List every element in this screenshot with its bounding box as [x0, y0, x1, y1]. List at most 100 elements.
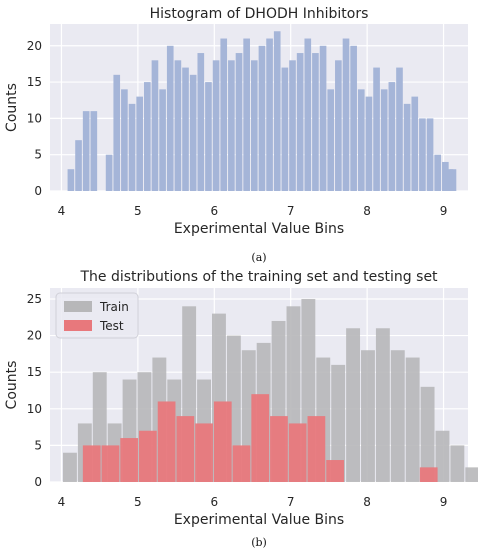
y-axis-label: Counts — [4, 361, 20, 410]
test-bar — [270, 416, 288, 482]
test-bar — [82, 445, 101, 482]
histogram-bar — [273, 31, 281, 192]
histogram-bar — [446, 169, 454, 191]
histogram-bar — [174, 60, 182, 191]
y-axis-label: Counts — [4, 83, 20, 132]
train-bar — [375, 328, 390, 482]
histogram-bar — [182, 67, 189, 191]
histogram-bar — [380, 89, 388, 191]
test-bar — [251, 394, 270, 482]
x-tick-label: 6 — [210, 204, 218, 218]
histogram-bar — [166, 45, 174, 191]
histogram-bar — [121, 89, 128, 191]
histogram-bar — [235, 53, 243, 191]
histogram-bar — [335, 60, 342, 191]
train-bar — [62, 452, 77, 482]
histogram-bar — [143, 82, 151, 191]
test-bar — [213, 401, 232, 482]
legend-label-train: Train — [99, 300, 129, 314]
train-bar — [450, 445, 465, 482]
train-bar — [361, 350, 375, 482]
y-tick-label: 10 — [27, 111, 42, 125]
histogram-bar — [266, 38, 273, 191]
histogram-bar — [90, 111, 98, 191]
train-bar — [331, 364, 346, 482]
y-tick-label: 5 — [34, 148, 42, 162]
histogram-bar — [212, 60, 220, 191]
histogram-bar — [250, 60, 258, 191]
test-bar — [419, 467, 438, 482]
histogram-bar — [105, 154, 113, 191]
y-tick-labels: 0 5 10 15 20 — [27, 39, 42, 198]
x-tick-labels: 4 5 6 7 8 9 — [58, 495, 448, 509]
histogram-bar — [411, 96, 419, 191]
x-tick-label: 8 — [363, 495, 371, 509]
y-tick-label: 5 — [34, 438, 42, 452]
histogram-bar — [281, 67, 289, 191]
y-tick-label: 15 — [27, 365, 42, 379]
y-tick-label: 20 — [27, 329, 42, 343]
legend-label-test: Test — [99, 319, 124, 333]
histogram-bar — [419, 118, 426, 191]
train-bar — [420, 386, 435, 482]
histogram-bar — [159, 89, 166, 191]
train-bar — [346, 328, 361, 482]
histogram-bar — [258, 45, 266, 191]
x-tick-label: 5 — [134, 495, 142, 509]
test-bar — [101, 445, 120, 482]
histogram-bar — [434, 154, 442, 191]
histogram-bar — [357, 89, 365, 191]
x-axis-label: Experimental Value Bins — [174, 221, 344, 237]
x-tick-label: 7 — [287, 495, 295, 509]
test-bar — [326, 460, 344, 482]
histogram-bar — [67, 169, 75, 191]
histogram-bar — [403, 103, 411, 191]
histogram-bar — [189, 74, 197, 191]
panel-a-chart: 0 5 10 15 20 4 5 6 7 8 9 Histogram of DHODH Inhib… — [4, 6, 468, 264]
histogram-bar — [205, 82, 212, 191]
x-axis-label: Experimental Value Bins — [174, 512, 344, 528]
train-bar — [390, 350, 405, 482]
y-tick-labels: 0 5 10 15 20 25 — [27, 292, 42, 489]
histogram-bar — [151, 60, 159, 191]
histogram-bar — [312, 53, 319, 191]
x-tick-label: 5 — [134, 204, 142, 218]
histogram-bar — [228, 60, 235, 191]
histogram-bar — [289, 60, 296, 191]
legend-swatch-test — [64, 320, 92, 331]
x-tick-label: 7 — [287, 204, 295, 218]
train-bar — [435, 430, 450, 482]
test-bar — [157, 401, 176, 482]
test-bars — [82, 394, 438, 482]
histogram-bars — [67, 31, 457, 192]
histogram-bar — [220, 38, 228, 191]
histogram-bar — [396, 67, 403, 191]
y-tick-label: 0 — [34, 475, 42, 489]
train-bar — [465, 467, 478, 482]
y-tick-label: 15 — [27, 75, 42, 89]
y-tick-label: 0 — [34, 184, 42, 198]
histogram-bar — [113, 74, 121, 191]
train-bar — [405, 357, 420, 482]
x-tick-label: 4 — [58, 204, 66, 218]
chart-title: The distributions of the training set an… — [79, 269, 438, 285]
histogram-bar — [327, 89, 335, 191]
histogram-bar — [388, 82, 396, 191]
histogram-bar — [350, 45, 357, 191]
x-tick-labels: 4 5 6 7 8 9 — [58, 204, 448, 218]
histogram-bar — [342, 38, 350, 191]
panel-b-chart: 0 5 10 15 20 25 4 5 6 7 8 9 Train Test The distrib… — [4, 269, 478, 549]
histogram-bar — [373, 67, 380, 191]
test-bar — [307, 416, 326, 482]
y-tick-label: 25 — [27, 292, 42, 306]
panel-caption: (a) — [251, 251, 266, 264]
histogram-bar — [128, 103, 136, 191]
histogram-bar — [365, 96, 373, 191]
histogram-bar — [197, 53, 205, 191]
panel-caption: (b) — [251, 536, 267, 549]
histogram-bar — [296, 53, 304, 191]
test-bar — [120, 438, 139, 482]
x-tick-label: 4 — [58, 495, 66, 509]
test-bar — [195, 423, 213, 482]
histogram-bar — [304, 38, 312, 191]
